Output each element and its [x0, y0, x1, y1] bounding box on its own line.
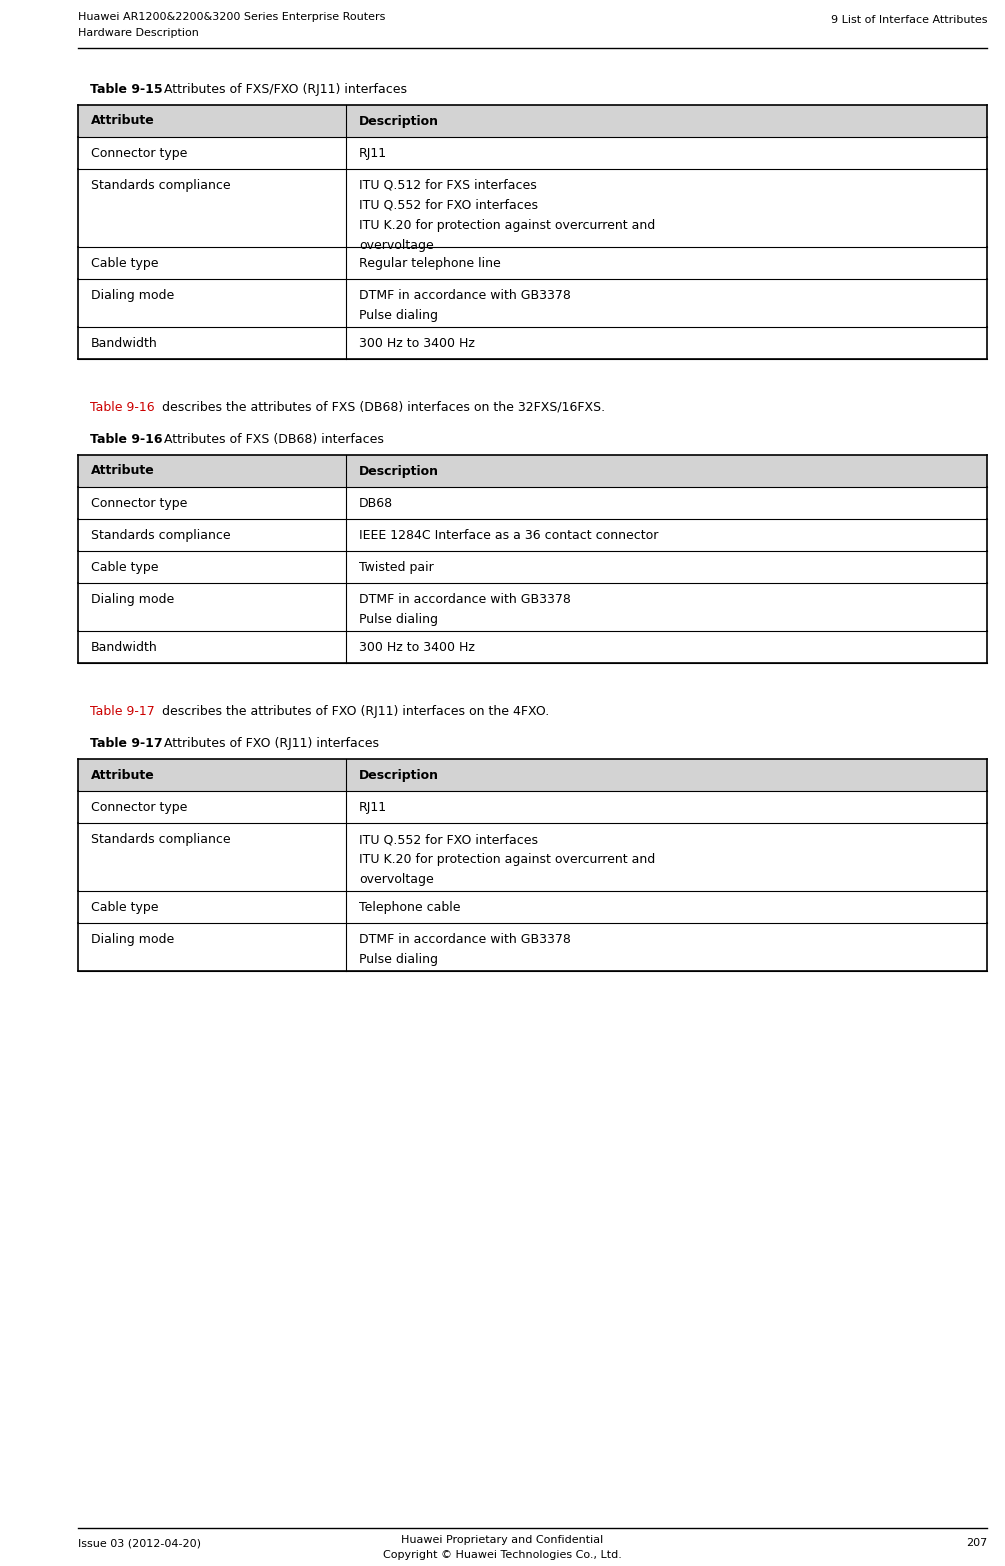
Text: DTMF in accordance with GB3378: DTMF in accordance with GB3378: [359, 290, 571, 302]
Text: Standards compliance: Standards compliance: [91, 529, 230, 542]
Bar: [78, 279, 987, 327]
Text: describes the attributes of FXS (DB68) interfaces on the 32FXS/16FXS.: describes the attributes of FXS (DB68) i…: [158, 401, 605, 413]
Text: ITU Q.512 for FXS interfaces: ITU Q.512 for FXS interfaces: [359, 179, 537, 193]
Bar: [78, 247, 987, 279]
Text: IEEE 1284C Interface as a 36 contact connector: IEEE 1284C Interface as a 36 contact con…: [359, 529, 658, 542]
Bar: [78, 891, 987, 922]
Text: Connector type: Connector type: [91, 496, 187, 511]
Text: DTMF in accordance with GB3378: DTMF in accordance with GB3378: [359, 594, 571, 606]
Text: Cable type: Cable type: [91, 561, 159, 575]
Text: Twisted pair: Twisted pair: [359, 561, 434, 575]
Bar: [78, 824, 987, 891]
Bar: [78, 631, 987, 662]
Text: Dialing mode: Dialing mode: [91, 290, 174, 302]
Text: Attributes of FXS (DB68) interfaces: Attributes of FXS (DB68) interfaces: [160, 434, 384, 446]
Text: Table 9-16: Table 9-16: [90, 401, 155, 413]
Text: Cable type: Cable type: [91, 900, 159, 915]
Text: Attribute: Attribute: [91, 769, 155, 781]
Text: overvoltage: overvoltage: [359, 240, 434, 252]
Bar: [78, 922, 987, 971]
Text: 9 List of Interface Attributes: 9 List of Interface Attributes: [830, 16, 987, 25]
Text: Huawei AR1200&2200&3200 Series Enterprise Routers: Huawei AR1200&2200&3200 Series Enterpris…: [78, 13, 385, 22]
Bar: [78, 456, 987, 487]
Text: Dialing mode: Dialing mode: [91, 933, 174, 946]
Text: Pulse dialing: Pulse dialing: [359, 612, 438, 626]
Text: describes the attributes of FXO (RJ11) interfaces on the 4FXO.: describes the attributes of FXO (RJ11) i…: [158, 705, 550, 717]
Text: Description: Description: [359, 114, 439, 127]
Text: 300 Hz to 3400 Hz: 300 Hz to 3400 Hz: [359, 337, 475, 349]
Text: ITU Q.552 for FXO interfaces: ITU Q.552 for FXO interfaces: [359, 833, 538, 846]
Text: Connector type: Connector type: [91, 800, 187, 814]
Text: Huawei Proprietary and Confidential: Huawei Proprietary and Confidential: [401, 1535, 604, 1546]
Text: RJ11: RJ11: [359, 800, 387, 814]
Text: Pulse dialing: Pulse dialing: [359, 309, 438, 323]
Text: Hardware Description: Hardware Description: [78, 28, 199, 38]
Text: Bandwidth: Bandwidth: [91, 337, 158, 349]
Text: ITU Q.552 for FXO interfaces: ITU Q.552 for FXO interfaces: [359, 199, 538, 211]
Text: ITU K.20 for protection against overcurrent and: ITU K.20 for protection against overcurr…: [359, 219, 655, 232]
Bar: [78, 791, 987, 824]
Text: Table 9-17: Table 9-17: [90, 738, 163, 750]
Text: Description: Description: [359, 465, 439, 478]
Text: Standards compliance: Standards compliance: [91, 833, 230, 846]
Text: Issue 03 (2012-04-20): Issue 03 (2012-04-20): [78, 1538, 201, 1549]
Text: Cable type: Cable type: [91, 257, 159, 269]
Text: 300 Hz to 3400 Hz: 300 Hz to 3400 Hz: [359, 640, 475, 655]
Text: Table 9-16: Table 9-16: [90, 434, 163, 446]
Text: Standards compliance: Standards compliance: [91, 179, 230, 193]
Text: Regular telephone line: Regular telephone line: [359, 257, 500, 269]
Bar: [78, 105, 987, 136]
Text: Connector type: Connector type: [91, 147, 187, 160]
Text: overvoltage: overvoltage: [359, 872, 434, 886]
Text: Attribute: Attribute: [91, 465, 155, 478]
Text: RJ11: RJ11: [359, 147, 387, 160]
Text: Table 9-15: Table 9-15: [90, 83, 163, 96]
Bar: [78, 583, 987, 631]
Text: Attributes of FXO (RJ11) interfaces: Attributes of FXO (RJ11) interfaces: [160, 738, 379, 750]
Text: DB68: DB68: [359, 496, 393, 511]
Text: Description: Description: [359, 769, 439, 781]
Text: Telephone cable: Telephone cable: [359, 900, 460, 915]
Bar: [78, 169, 987, 247]
Bar: [78, 760, 987, 791]
Bar: [78, 518, 987, 551]
Bar: [78, 327, 987, 359]
Text: Copyright © Huawei Technologies Co., Ltd.: Copyright © Huawei Technologies Co., Ltd…: [383, 1550, 622, 1560]
Text: 207: 207: [966, 1538, 987, 1549]
Text: Pulse dialing: Pulse dialing: [359, 954, 438, 966]
Text: Attributes of FXS/FXO (RJ11) interfaces: Attributes of FXS/FXO (RJ11) interfaces: [160, 83, 407, 96]
Text: Bandwidth: Bandwidth: [91, 640, 158, 655]
Bar: [78, 136, 987, 169]
Text: Dialing mode: Dialing mode: [91, 594, 174, 606]
Text: Table 9-17: Table 9-17: [90, 705, 155, 717]
Bar: [78, 487, 987, 518]
Text: DTMF in accordance with GB3378: DTMF in accordance with GB3378: [359, 933, 571, 946]
Text: Attribute: Attribute: [91, 114, 155, 127]
Bar: [78, 551, 987, 583]
Text: ITU K.20 for protection against overcurrent and: ITU K.20 for protection against overcurr…: [359, 853, 655, 866]
